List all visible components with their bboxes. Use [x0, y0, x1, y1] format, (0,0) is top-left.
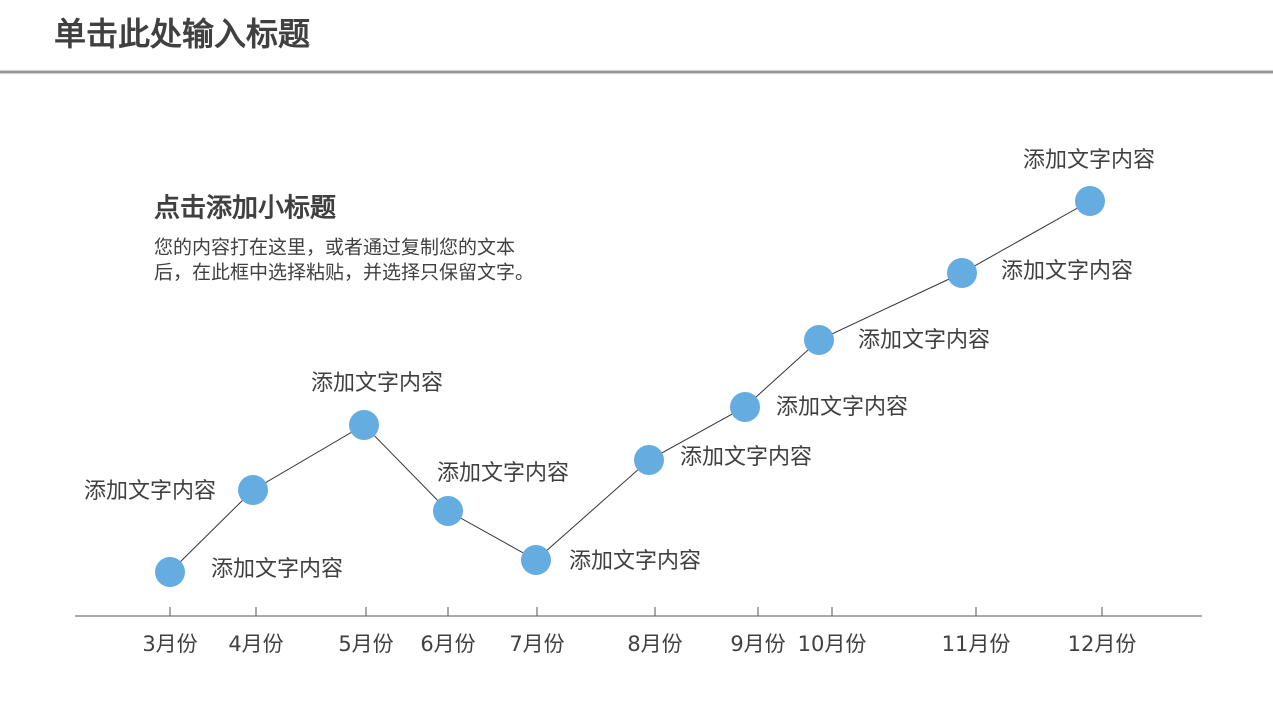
point-label: 添加文字内容 — [437, 461, 569, 486]
data-point — [634, 445, 664, 475]
slide-title: 单击此处输入标题 — [54, 15, 310, 53]
point-label: 添加文字内容 — [84, 479, 216, 504]
point-label: 添加文字内容 — [680, 445, 812, 470]
point-label: 添加文字内容 — [776, 395, 908, 420]
x-tick-label: 4月份 — [228, 632, 283, 656]
point-label: 添加文字内容 — [569, 549, 701, 574]
x-tick-label: 9月份 — [730, 632, 785, 656]
point-label: 添加文字内容 — [1023, 148, 1155, 173]
data-point — [947, 258, 977, 288]
x-tick-label: 10月份 — [798, 632, 867, 656]
point-label: 添加文字内容 — [1001, 259, 1133, 284]
x-tick-label: 3月份 — [142, 632, 197, 656]
data-point — [238, 475, 268, 505]
x-tick-label: 11月份 — [942, 632, 1011, 656]
body-text: 后，在此框中选择粘贴，并选择只保留文字。 — [154, 262, 534, 284]
line — [169, 200, 1091, 573]
data-point — [349, 410, 379, 440]
data-point — [433, 496, 463, 526]
x-tick-label: 8月份 — [627, 632, 682, 656]
data-point — [804, 325, 834, 355]
point-label: 添加文字内容 — [311, 371, 443, 396]
subtitle: 点击添加小标题 — [154, 193, 336, 224]
data-point — [521, 545, 551, 575]
body-text: 您的内容打在这里，或者通过复制您的文本 — [154, 237, 515, 259]
x-tick-label: 6月份 — [420, 632, 475, 656]
x-tick-label: 5月份 — [338, 632, 393, 656]
data-point — [155, 557, 185, 587]
x-tick-label: 12月份 — [1068, 632, 1137, 656]
point-label: 添加文字内容 — [211, 557, 343, 582]
point-label: 添加文字内容 — [858, 328, 990, 353]
x-tick-label: 7月份 — [509, 632, 564, 656]
data-point — [730, 392, 760, 422]
data-point — [1075, 186, 1105, 216]
